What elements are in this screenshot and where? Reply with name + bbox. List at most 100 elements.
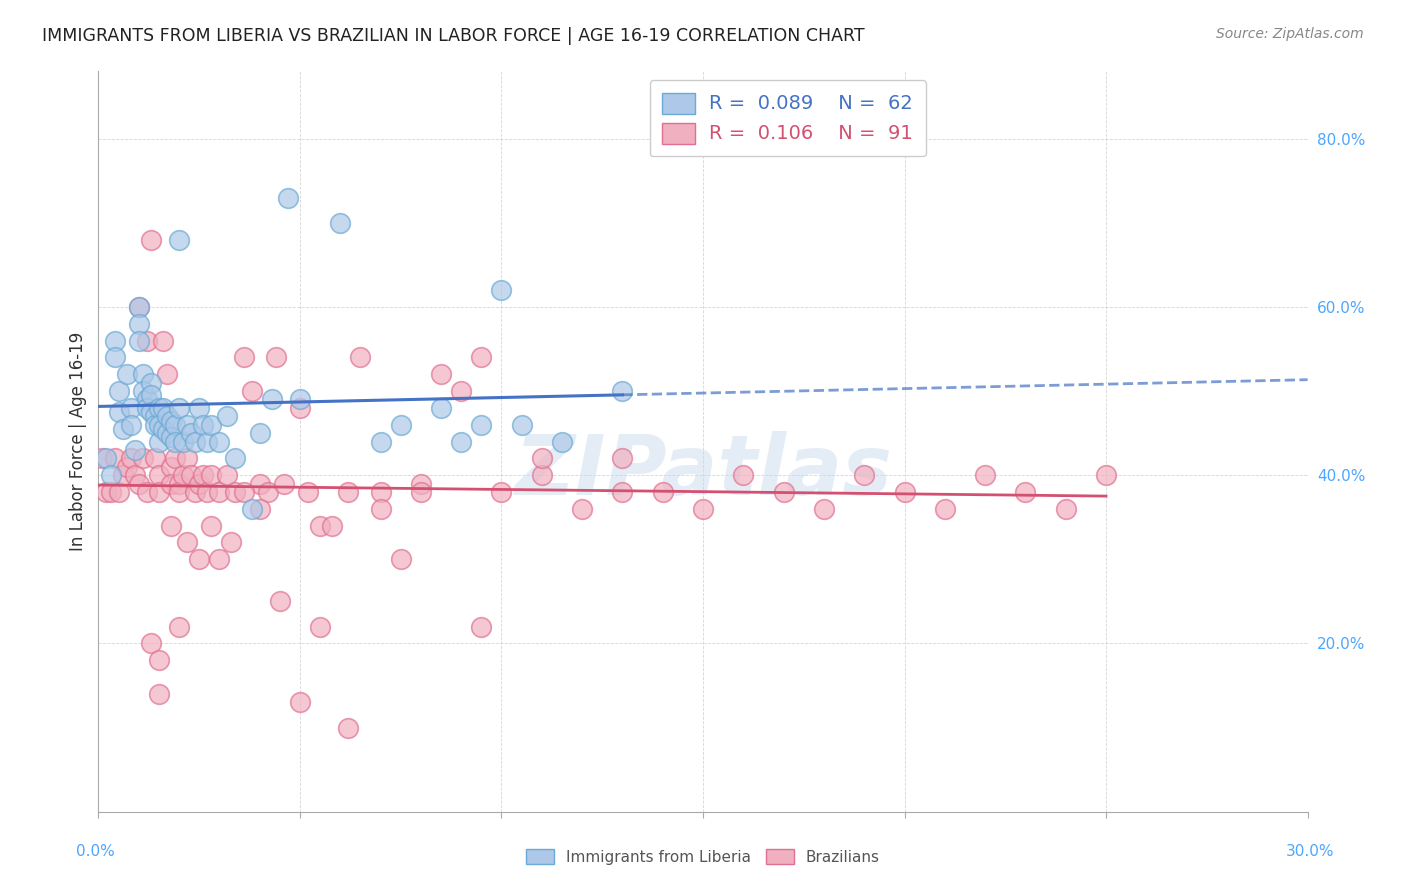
Point xyxy=(337,485,360,500)
Point xyxy=(288,695,311,709)
Point xyxy=(160,518,183,533)
Point xyxy=(309,619,332,633)
Point xyxy=(139,405,162,419)
Point xyxy=(176,535,198,549)
Point xyxy=(172,434,194,449)
Point xyxy=(772,485,794,500)
Text: Source: ZipAtlas.com: Source: ZipAtlas.com xyxy=(1216,27,1364,41)
Point xyxy=(329,216,352,230)
Point xyxy=(249,426,271,441)
Point xyxy=(132,384,155,398)
Point xyxy=(249,501,271,516)
Point xyxy=(297,485,319,500)
Point xyxy=(115,459,138,474)
Point xyxy=(309,518,332,533)
Point xyxy=(148,485,170,500)
Text: ZIPatlas: ZIPatlas xyxy=(515,431,891,512)
Point xyxy=(96,485,118,500)
Point xyxy=(491,485,513,500)
Point xyxy=(260,392,283,407)
Point xyxy=(152,334,174,348)
Point xyxy=(571,501,593,516)
Point xyxy=(156,409,179,424)
Point xyxy=(450,384,472,398)
Point xyxy=(148,401,170,415)
Point xyxy=(143,417,166,432)
Point xyxy=(370,501,392,516)
Point xyxy=(612,451,634,466)
Point xyxy=(167,401,190,415)
Point xyxy=(200,468,222,483)
Point xyxy=(128,476,150,491)
Point xyxy=(269,594,291,608)
Point xyxy=(120,451,142,466)
Point xyxy=(692,501,714,516)
Point xyxy=(389,552,412,566)
Legend: Immigrants from Liberia, Brazilians: Immigrants from Liberia, Brazilians xyxy=(520,843,886,871)
Point xyxy=(321,518,343,533)
Point xyxy=(370,485,392,500)
Point xyxy=(232,351,254,365)
Point xyxy=(148,434,170,449)
Point xyxy=(208,485,231,500)
Point xyxy=(612,384,634,398)
Point xyxy=(176,417,198,432)
Point xyxy=(349,351,371,365)
Point xyxy=(160,413,183,427)
Point xyxy=(100,468,122,483)
Point xyxy=(240,384,263,398)
Point xyxy=(132,368,155,382)
Point xyxy=(221,535,243,549)
Point xyxy=(288,401,311,415)
Point xyxy=(139,388,162,402)
Point xyxy=(167,619,190,633)
Point xyxy=(135,392,157,407)
Point xyxy=(288,392,311,407)
Point xyxy=(974,468,997,483)
Point xyxy=(1095,468,1118,483)
Point xyxy=(530,468,553,483)
Point xyxy=(148,468,170,483)
Point xyxy=(813,501,835,516)
Point xyxy=(264,351,287,365)
Point xyxy=(107,405,129,419)
Point xyxy=(200,417,222,432)
Point xyxy=(143,451,166,466)
Point xyxy=(224,485,246,500)
Point xyxy=(152,401,174,415)
Point xyxy=(167,485,190,500)
Point xyxy=(409,476,432,491)
Point xyxy=(163,451,186,466)
Point xyxy=(135,334,157,348)
Point xyxy=(240,501,263,516)
Point xyxy=(470,619,492,633)
Point xyxy=(160,476,183,491)
Point xyxy=(232,485,254,500)
Point xyxy=(124,468,146,483)
Point xyxy=(430,368,453,382)
Point xyxy=(143,409,166,424)
Point xyxy=(217,409,239,424)
Text: 0.0%: 0.0% xyxy=(76,845,115,859)
Point xyxy=(195,434,218,449)
Point xyxy=(139,233,162,247)
Point xyxy=(111,422,134,436)
Point xyxy=(853,468,876,483)
Point xyxy=(148,687,170,701)
Point xyxy=(193,468,215,483)
Point xyxy=(103,351,125,365)
Point xyxy=(156,426,179,441)
Point xyxy=(893,485,915,500)
Point xyxy=(200,518,222,533)
Point xyxy=(188,401,211,415)
Point xyxy=(107,485,129,500)
Point xyxy=(651,485,673,500)
Point xyxy=(208,552,231,566)
Point xyxy=(224,451,246,466)
Point xyxy=(115,368,138,382)
Point xyxy=(273,476,295,491)
Point xyxy=(152,422,174,436)
Point xyxy=(163,434,186,449)
Point xyxy=(551,434,574,449)
Point xyxy=(1054,501,1077,516)
